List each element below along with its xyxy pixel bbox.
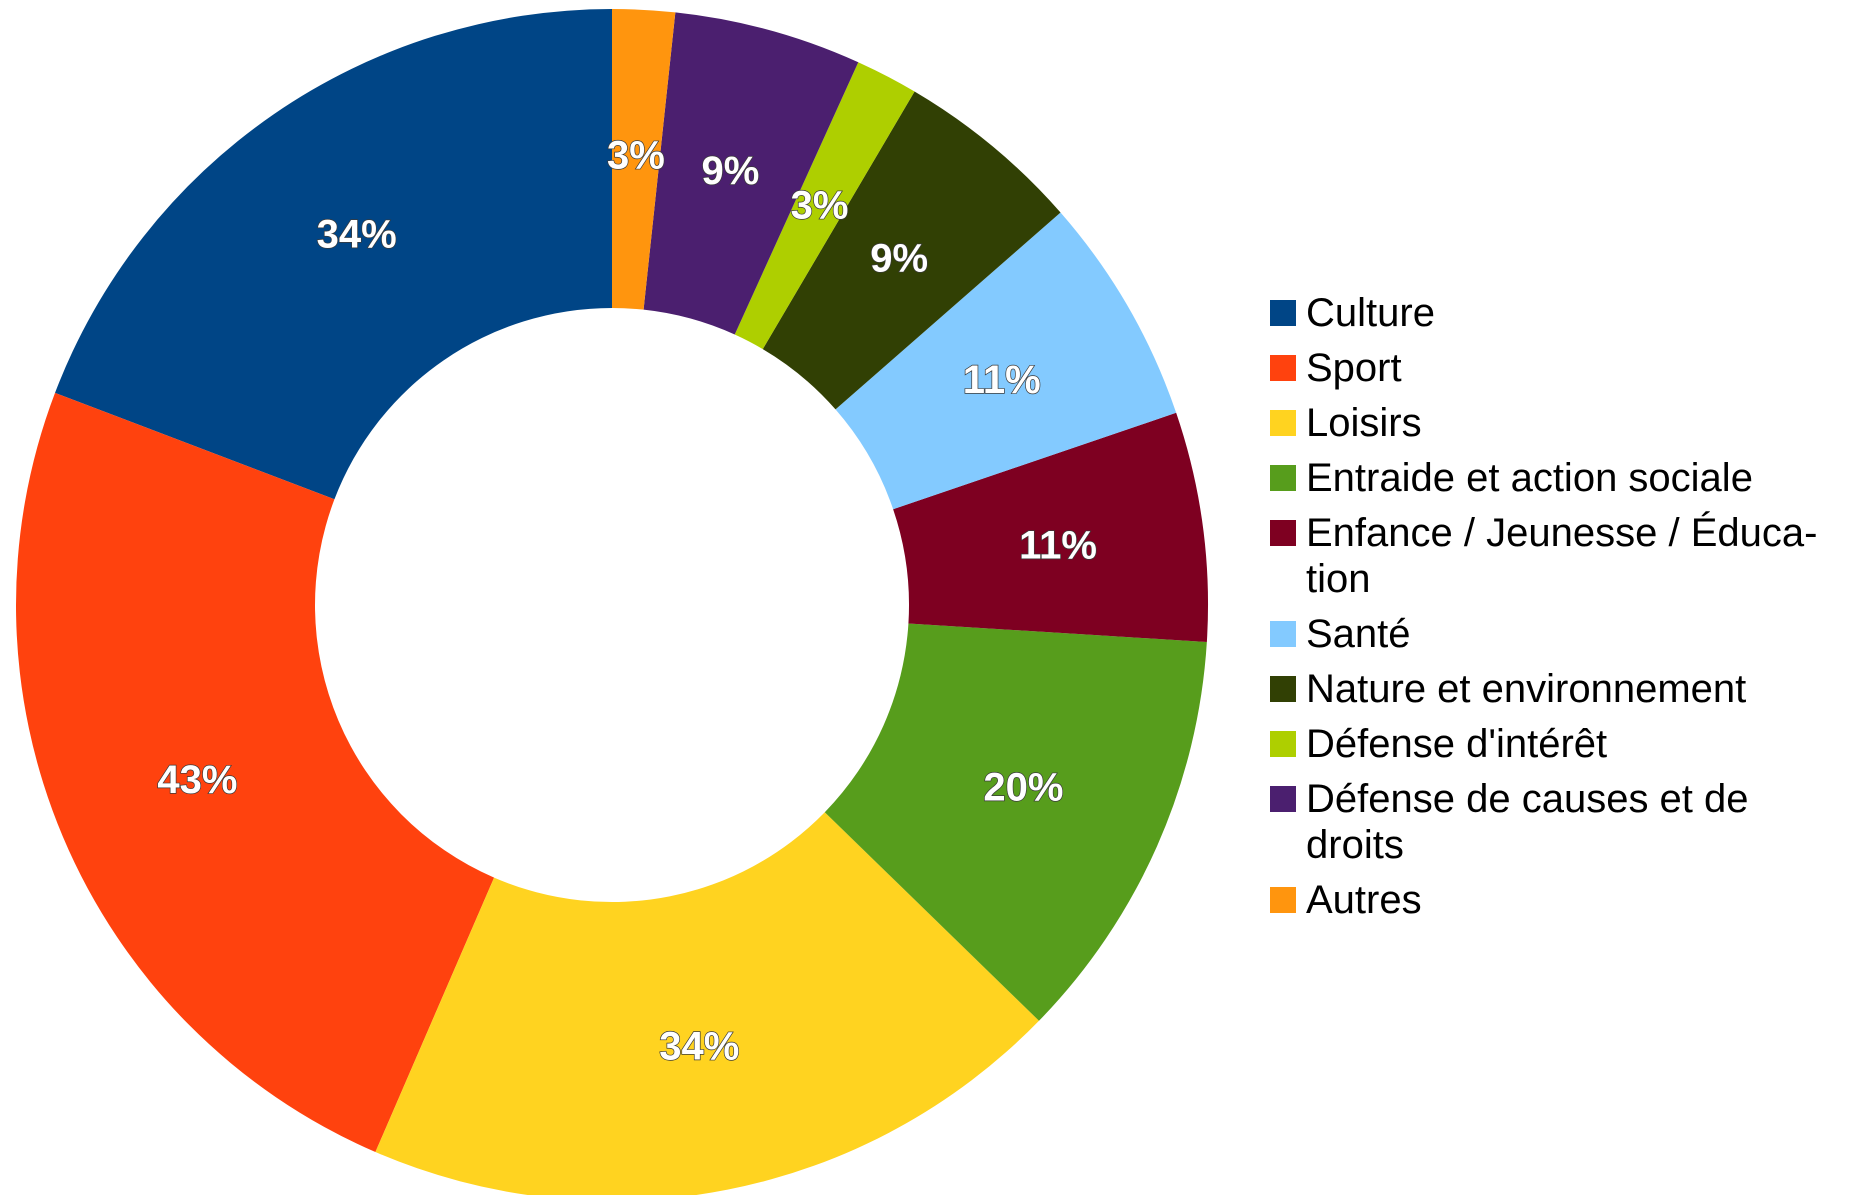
legend-label-continued: droits: [1306, 823, 1404, 867]
chart-legend: Culture Sport Loisirs Entraide et action…: [1270, 290, 1860, 932]
slice-percent-label: 20%: [983, 765, 1063, 809]
slice-percent-label: 3%: [607, 134, 665, 178]
donut-slice: [734, 62, 915, 350]
legend-swatch: [1270, 355, 1296, 381]
legend-item-defense-causes: Défense de causes et de droits: [1270, 776, 1860, 868]
legend-item-culture: Culture: [1270, 290, 1860, 336]
donut-slices: [15, 9, 1208, 1195]
legend-swatch: [1270, 300, 1296, 326]
legend-item-autres: Autres: [1270, 877, 1860, 923]
legend-item-loisirs: Loisirs: [1270, 400, 1860, 446]
legend-label: Autres: [1306, 878, 1422, 922]
legend-swatch: [1270, 731, 1296, 757]
slice-percent-label: 11%: [963, 358, 1041, 402]
legend-swatch: [1270, 676, 1296, 702]
legend-item-defense-interet: Défense d'intérêt: [1270, 721, 1860, 767]
slice-percent-label: 34%: [659, 1024, 739, 1068]
legend-label: Culture: [1306, 291, 1435, 335]
legend-label: Entraide et action sociale: [1306, 456, 1753, 500]
legend-swatch: [1270, 520, 1296, 546]
legend-label: Loisirs: [1306, 401, 1422, 445]
legend-label: Enfance / Jeunesse / Éduca-: [1306, 511, 1818, 555]
legend-item-sport: Sport: [1270, 345, 1860, 391]
legend-swatch: [1270, 887, 1296, 913]
slice-percent-label: 3%: [791, 184, 849, 228]
legend-swatch: [1270, 786, 1296, 812]
legend-item-enfance: Enfance / Jeunesse / Éduca- tion: [1270, 510, 1860, 602]
legend-label: Défense de causes et de: [1306, 777, 1749, 821]
legend-swatch: [1270, 465, 1296, 491]
donut-data-labels: 34% 43% 34% 20% 11% 11% 9% 3% 9% 3%: [157, 133, 1098, 1069]
donut-slice: [643, 12, 859, 335]
donut-slice: [762, 91, 1061, 410]
slice-percent-label: 9%: [701, 149, 759, 193]
slice-percent-label: 34%: [317, 212, 397, 256]
legend-item-sante: Santé: [1270, 611, 1860, 657]
legend-swatch: [1270, 621, 1296, 647]
donut-slice: [15, 392, 495, 1153]
legend-label: Défense d'intérêt: [1306, 722, 1608, 766]
legend-item-entraide: Entraide et action sociale: [1270, 455, 1860, 501]
legend-item-nature: Nature et environnement: [1270, 666, 1860, 712]
donut-slice: [824, 623, 1207, 1021]
donut-slice: [835, 212, 1177, 510]
legend-label: Sport: [1306, 346, 1402, 390]
donut-slice: [893, 412, 1208, 643]
donut-slice: [55, 9, 612, 500]
legend-label-continued: tion: [1306, 557, 1371, 601]
legend-swatch: [1270, 410, 1296, 436]
donut-slice: [375, 812, 1040, 1195]
legend-label: Santé: [1306, 612, 1411, 656]
slice-percent-label: 9%: [870, 237, 928, 281]
donut-slice: [612, 9, 676, 310]
slice-percent-label: 43%: [157, 758, 237, 802]
legend-label: Nature et environnement: [1306, 667, 1747, 711]
slice-percent-label: 11%: [1019, 523, 1097, 567]
